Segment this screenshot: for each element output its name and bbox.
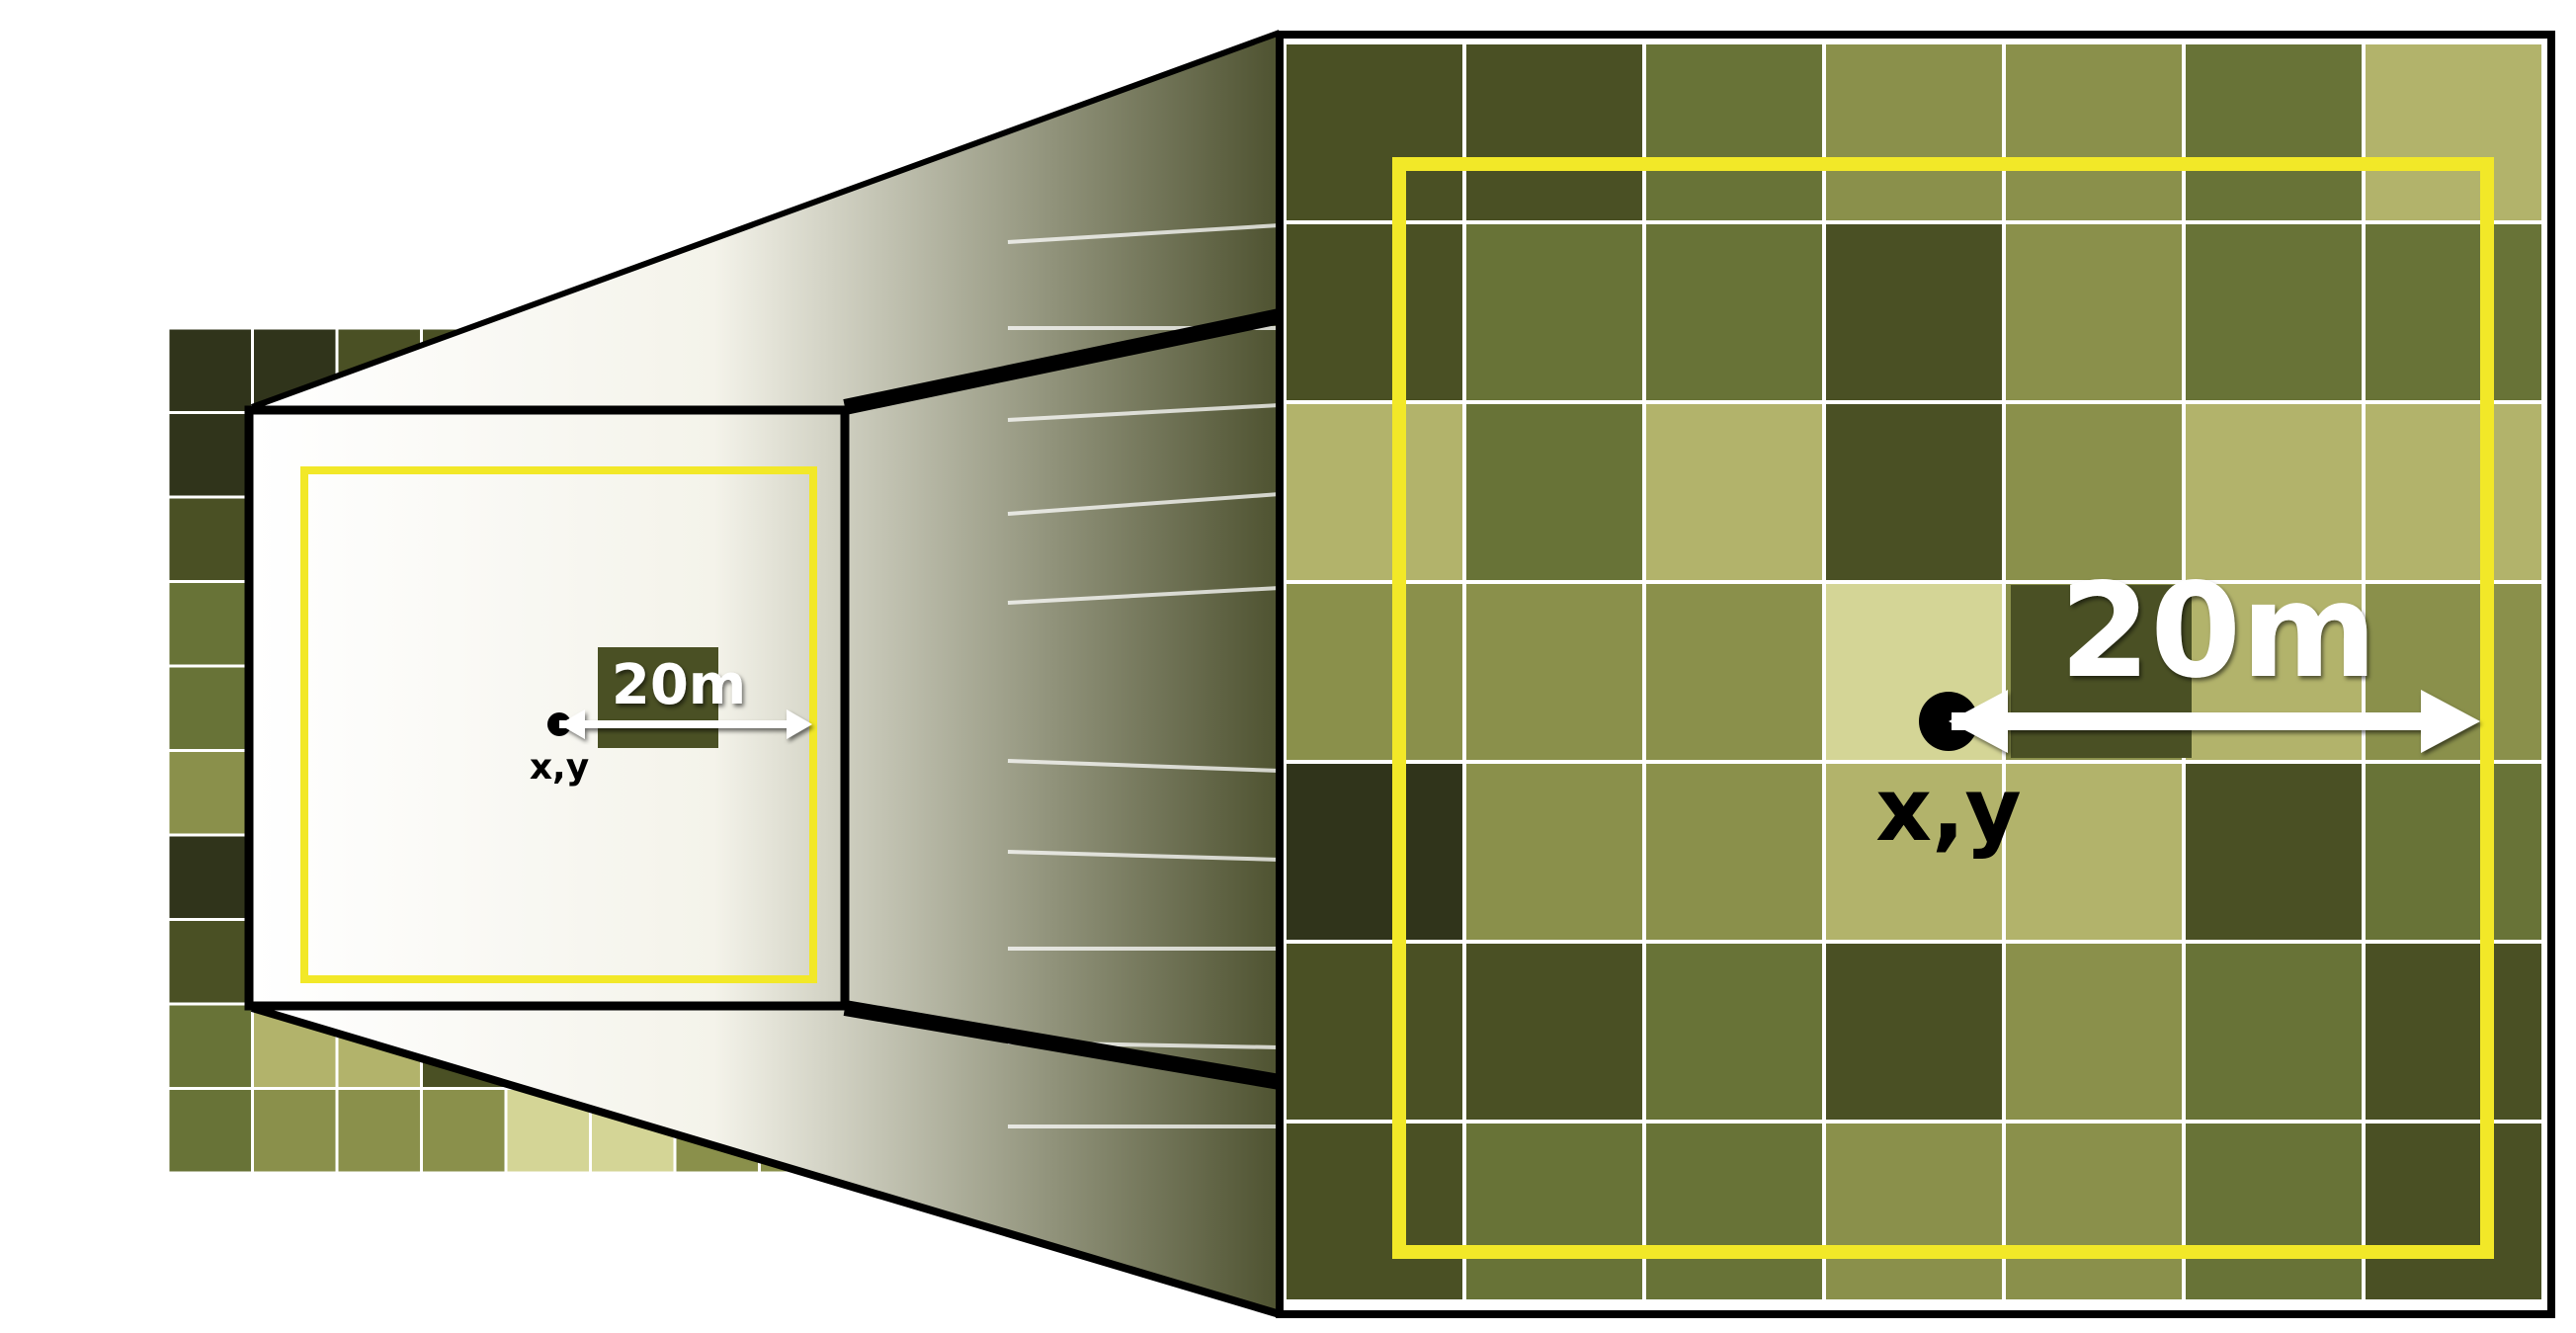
zoomed-cell — [1644, 1122, 1824, 1301]
distance-arrow-large — [1949, 690, 2480, 753]
zoomed-cell — [1464, 42, 1644, 222]
zoomed-cell — [1644, 402, 1824, 582]
zoomed-cell — [1824, 942, 2004, 1122]
overview-cell — [168, 328, 253, 413]
zoomed-cell — [1285, 942, 1464, 1122]
projection-streak — [1007, 850, 1281, 862]
zoomed-cell — [1824, 402, 2004, 582]
overview-cell — [421, 1088, 506, 1173]
zoomed-cell — [1644, 42, 1824, 222]
distance-label-small: 20m — [612, 653, 746, 717]
zoomed-cell — [2364, 42, 2543, 222]
overview-overlay: 20m x,y — [244, 405, 850, 1011]
projection-edge-top — [250, 30, 1282, 410]
projection-streak — [1007, 403, 1281, 422]
projection-streak — [1007, 586, 1281, 605]
zoomed-cell — [1285, 402, 1464, 582]
zoom-frame-large — [1276, 31, 2555, 1318]
zoomed-cell — [1464, 942, 1644, 1122]
zoomed-overlay: 20m x,y — [1276, 31, 2555, 1318]
zoomed-cell — [2184, 222, 2364, 402]
zoomed-cell — [2184, 942, 2364, 1122]
zoom-projection — [250, 30, 1282, 1318]
zoomed-cell — [1464, 1122, 1644, 1301]
overview-cell — [168, 835, 253, 920]
zoomed-cell — [2004, 1122, 2184, 1301]
zoomed-cell — [1464, 582, 1644, 762]
highlight-box-small — [300, 466, 817, 983]
overview-cell — [168, 497, 253, 582]
zoomed-cell — [1824, 42, 2004, 222]
zoomed-cell — [1285, 222, 1464, 402]
label-backdrop-small — [598, 647, 718, 748]
zoomed-cell — [1824, 762, 2004, 942]
zoomed-cell — [1824, 222, 2004, 402]
zoomed-cell — [2184, 582, 2364, 762]
distance-label-large: 20m — [2059, 555, 2376, 708]
overview-cell — [168, 919, 253, 1004]
zoomed-grid — [1283, 41, 2545, 1303]
zoomed-cell — [2184, 402, 2364, 582]
zoomed-cell — [2184, 1122, 2364, 1301]
zoomed-cell — [2004, 42, 2184, 222]
overview-cell — [168, 412, 253, 497]
zoomed-cell — [1285, 762, 1464, 942]
zoom-frame-small — [244, 405, 850, 1011]
zoomed-cell — [1644, 222, 1824, 402]
zoomed-cell — [2364, 762, 2543, 942]
zoomed-cell — [2184, 42, 2364, 222]
projection-fill — [252, 35, 1280, 1314]
zoomed-cell — [2364, 942, 2543, 1122]
projection-streak — [1007, 492, 1281, 516]
projection-edge-top-right — [843, 308, 1282, 415]
zoomed-cell — [2004, 762, 2184, 942]
zoomed-cell — [1644, 582, 1824, 762]
overview-cell — [168, 1088, 253, 1173]
zoomed-cell — [1285, 1122, 1464, 1301]
projection-streak — [1007, 223, 1281, 244]
zoomed-cell — [1285, 582, 1464, 762]
zoomed-cell — [1285, 42, 1464, 222]
projection-streak — [1007, 759, 1281, 773]
zoomed-cell — [1464, 222, 1644, 402]
zoomed-cell — [2364, 1122, 2543, 1301]
overview-cell — [168, 666, 253, 751]
overview-cell — [337, 1088, 422, 1173]
overview-cell — [168, 750, 253, 835]
highlight-box-large — [1392, 157, 2494, 1259]
zoomed-cell — [2004, 942, 2184, 1122]
point-label-large: x,y — [1875, 759, 2022, 861]
point-label-small: x,y — [530, 747, 589, 788]
zoomed-cell — [2004, 402, 2184, 582]
overview-cell — [168, 1004, 253, 1089]
zoomed-cell — [2004, 222, 2184, 402]
overview-cell — [168, 581, 253, 666]
overview-cell — [252, 1088, 337, 1173]
distance-arrow-small — [559, 709, 812, 739]
zoomed-cell — [1644, 942, 1824, 1122]
zoomed-cell — [2184, 762, 2364, 942]
projection-edge-bottom-right — [843, 1000, 1282, 1090]
zoomed-cell — [1824, 1122, 2004, 1301]
zoomed-cell — [2364, 402, 2543, 582]
zoomed-cell — [1464, 402, 1644, 582]
zoomed-cell — [1644, 762, 1824, 942]
projection-edge-bottom — [250, 1004, 1282, 1318]
zoomed-cell — [2364, 222, 2543, 402]
zoomed-cell — [1464, 762, 1644, 942]
